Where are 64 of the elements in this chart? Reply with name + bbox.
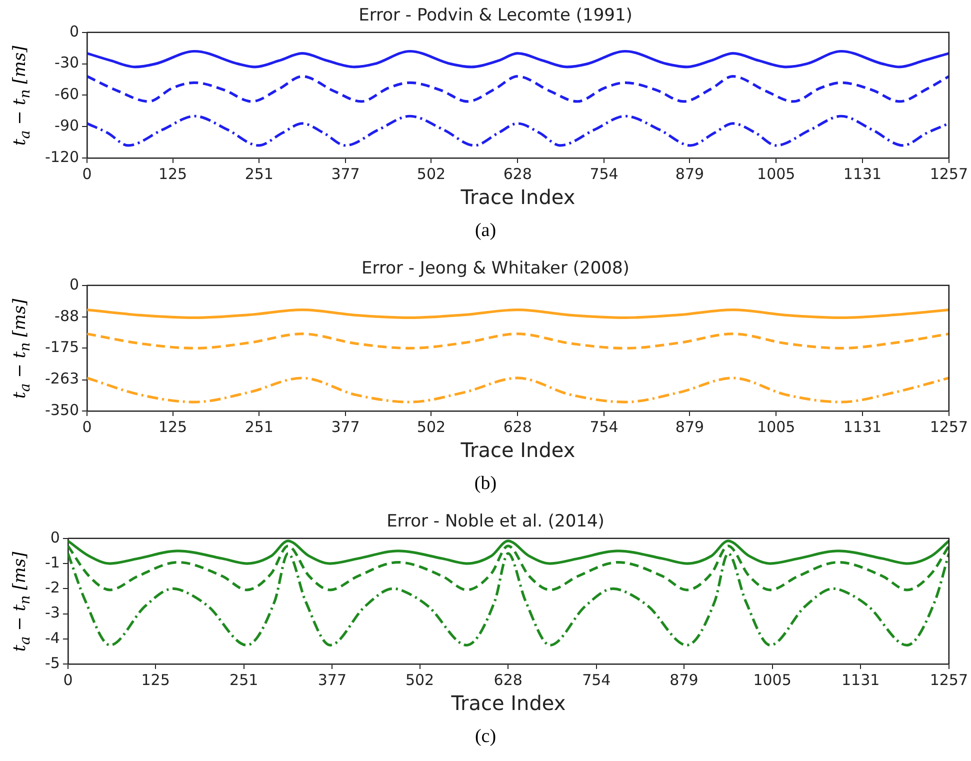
x-tick-label: 1257 — [930, 418, 968, 436]
y-tick-label: -2 — [44, 578, 60, 597]
line-series — [87, 50, 949, 68]
x-tick-label: 125 — [158, 418, 188, 436]
x-tick-label: 251 — [244, 418, 274, 436]
x-tick-label: 251 — [230, 670, 258, 689]
y-tick-label: 0 — [69, 22, 80, 40]
x-tick-label: 1005 — [757, 164, 796, 183]
x-tick-label: 1005 — [753, 670, 792, 689]
x-tick-label: 0 — [82, 164, 92, 183]
chart-title: Error - Jeong & Whitaker (2008) — [362, 258, 630, 279]
x-axis-title: Trace Index — [460, 438, 576, 462]
x-tick-label: 879 — [675, 164, 704, 183]
y-tick-label: -4 — [44, 628, 60, 647]
x-tick-label: 502 — [416, 418, 446, 436]
y-tick-label: -90 — [54, 116, 80, 134]
y-tick-label: -1 — [44, 553, 60, 572]
text: (a) — [474, 220, 498, 242]
x-tick-label: 377 — [318, 670, 346, 689]
y-tick-label: -5 — [44, 654, 60, 672]
y-tick-label: -60 — [54, 85, 80, 104]
line-series — [87, 332, 949, 350]
x-tick-label: 628 — [503, 418, 532, 436]
y-tick-label: 0 — [69, 275, 80, 294]
line-series — [87, 75, 949, 103]
y-tick-label: -120 — [44, 148, 80, 166]
x-tick-label: 628 — [494, 670, 522, 689]
x-tick-label: 125 — [141, 670, 170, 689]
x-tick-label: 0 — [82, 418, 92, 436]
x-tick-label: 502 — [416, 164, 446, 183]
x-tick-label: 1131 — [842, 670, 880, 689]
y-tick-label: 0 — [50, 528, 60, 546]
x-tick-label: 879 — [670, 670, 698, 689]
chart-title: Error - Noble et al. (2014) — [386, 512, 604, 532]
x-tick-label: 1005 — [757, 418, 796, 436]
x-tick-label: 1257 — [930, 670, 968, 689]
line-series — [68, 540, 949, 565]
x-tick-label: 1131 — [843, 418, 882, 436]
x-tick-label: 502 — [405, 670, 434, 689]
y-tick-label: -350 — [44, 400, 80, 419]
x-tick-label: 1257 — [930, 164, 968, 183]
line-series — [87, 114, 949, 147]
x-tick-label: 628 — [503, 164, 532, 183]
text: (b) — [473, 473, 498, 495]
line-series — [87, 308, 949, 319]
chart-title: Error - Podvin & Lecomte (1991) — [358, 6, 632, 26]
y-tick-label: -88 — [54, 306, 80, 325]
y-tick-label: -263 — [44, 370, 80, 388]
x-tick-label: 251 — [244, 164, 274, 183]
x-tick-label: 754 — [590, 418, 618, 436]
y-tick-label: -175 — [44, 338, 80, 356]
x-axis-title: Trace Index — [450, 691, 566, 716]
line-series — [87, 376, 949, 404]
y-tick-label: -3 — [44, 604, 60, 622]
x-tick-label: 377 — [331, 164, 360, 183]
x-tick-label: 377 — [331, 418, 360, 436]
y-tick-label: -30 — [54, 54, 80, 72]
x-axis-title: Trace Index — [460, 185, 576, 210]
text: (c) — [474, 726, 498, 748]
x-tick-label: 1131 — [843, 164, 882, 183]
x-tick-label: 754 — [590, 164, 618, 183]
x-tick-label: 125 — [158, 164, 188, 183]
x-tick-label: 879 — [675, 418, 704, 436]
x-tick-label: 754 — [582, 670, 611, 689]
